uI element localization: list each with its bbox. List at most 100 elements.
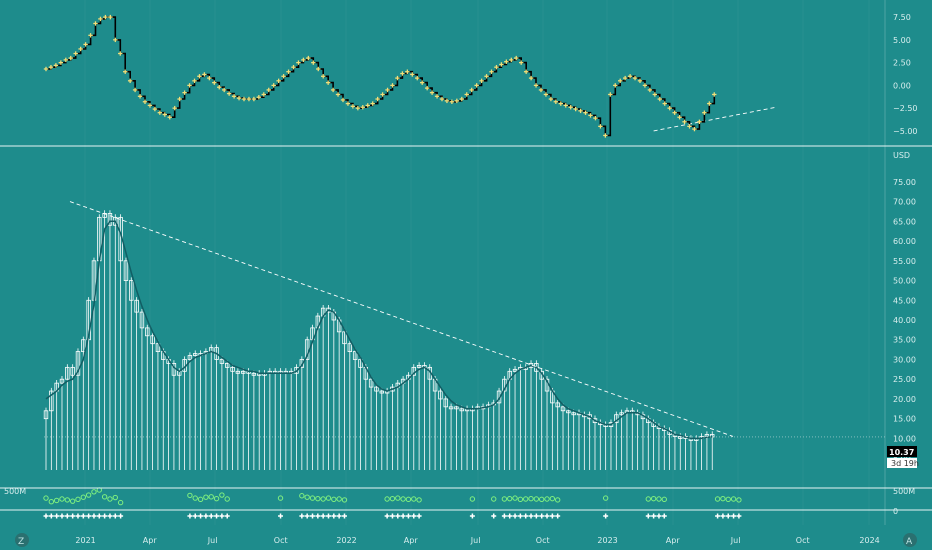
volume-circle (53, 497, 60, 504)
volume-cross (400, 513, 406, 519)
oscillator-marker (281, 74, 286, 79)
price-candle[interactable] (70, 364, 75, 470)
price-candle[interactable] (225, 360, 230, 470)
oscillator-marker (707, 101, 712, 106)
price-candle[interactable] (134, 297, 139, 470)
price-candle[interactable] (454, 403, 459, 470)
price-candle[interactable] (448, 403, 454, 470)
volume-circle (645, 496, 651, 502)
price-candle[interactable] (155, 340, 161, 470)
price-pane[interactable] (43, 201, 885, 470)
oscillator-marker (246, 96, 252, 102)
volume-cross (299, 513, 305, 519)
volume-circle (656, 496, 662, 502)
oscillator-marker (672, 110, 677, 115)
volume-circle (538, 496, 545, 503)
price-candle[interactable] (438, 387, 443, 470)
volume-cross (533, 513, 539, 519)
price-axis-tick: 35.00 (893, 336, 916, 345)
oscillator-marker (93, 21, 98, 26)
candle-body (342, 331, 347, 345)
date-axis-tick: Apr (143, 536, 158, 545)
oscillator-marker (459, 96, 464, 102)
volume-pane[interactable] (43, 487, 742, 519)
price-candle[interactable] (187, 352, 193, 470)
price-candle[interactable] (368, 376, 374, 470)
volume-circle (523, 496, 529, 502)
volume-circle (720, 495, 726, 502)
price-candle[interactable] (619, 409, 624, 470)
price-candle[interactable] (43, 407, 49, 470)
price-candle[interactable] (443, 395, 448, 470)
price-candle[interactable] (193, 350, 198, 470)
price-candle[interactable] (86, 297, 91, 470)
candle-body (187, 355, 193, 360)
volume-cross (341, 513, 347, 519)
oscillator-marker (113, 37, 118, 43)
auto-scale-icon[interactable]: A (903, 533, 917, 547)
price-candle[interactable] (230, 364, 235, 470)
volume-circle (400, 496, 406, 502)
price-candle[interactable] (251, 370, 257, 470)
price-candle[interactable] (241, 368, 246, 470)
volume-cross (80, 513, 86, 519)
date-axis-tick: Oct (274, 536, 288, 545)
price-candle[interactable] (342, 328, 347, 470)
oscillator-marker (123, 69, 128, 74)
volume-cross (331, 513, 337, 519)
price-candle[interactable] (555, 399, 560, 470)
price-candle[interactable] (358, 356, 363, 470)
volume-cross (416, 513, 422, 519)
price-candle[interactable] (129, 277, 134, 470)
price-candle[interactable] (150, 332, 155, 470)
candle-body (438, 390, 443, 400)
volume-cross (731, 513, 737, 519)
price-candle[interactable] (235, 368, 241, 470)
volume-cross (603, 513, 609, 519)
volume-circle (416, 497, 422, 503)
oscillator-marker (231, 94, 237, 99)
price-candle[interactable] (75, 348, 81, 470)
volume-cross (219, 513, 225, 519)
price-candle[interactable] (219, 356, 225, 470)
oscillator-marker (127, 78, 133, 84)
price-candle[interactable] (512, 366, 518, 470)
oscillator-marker (692, 126, 697, 132)
price-candle[interactable] (123, 257, 129, 470)
price-candle[interactable] (678, 433, 683, 470)
price-candle[interactable] (347, 340, 353, 470)
oscillator-marker (48, 64, 54, 70)
price-candle[interactable] (566, 407, 571, 470)
volume-cross (651, 513, 657, 519)
oscillator-marker (588, 113, 593, 118)
oscillator-marker (266, 87, 271, 93)
volume-cross (278, 513, 284, 519)
countdown-badge: 3d 19h (887, 458, 919, 468)
tradingview-logo-icon[interactable]: Z (15, 533, 29, 547)
volume-circle (75, 496, 81, 503)
price-candle[interactable] (379, 387, 384, 470)
price-axis-tick: 70.00 (893, 198, 916, 207)
candle-body (43, 410, 49, 420)
price-candle[interactable] (416, 362, 422, 470)
price-candle[interactable] (145, 324, 150, 470)
oscillator-pane[interactable] (43, 14, 777, 138)
volume-circle (730, 496, 737, 502)
oscillator-axis-tick: −2.50 (893, 104, 918, 113)
volume-cross (523, 513, 529, 519)
price-candle[interactable] (49, 387, 54, 470)
oscillator-marker (251, 96, 257, 102)
price-candle[interactable] (571, 409, 576, 470)
oscillator-marker (568, 105, 573, 110)
candle-body (134, 299, 139, 313)
price-candle[interactable] (374, 383, 379, 470)
price-candle[interactable] (352, 348, 358, 470)
price-candle[interactable] (59, 376, 65, 470)
price-candle[interactable] (139, 308, 145, 470)
price-candle[interactable] (459, 405, 464, 470)
svg-text:A: A (906, 537, 913, 547)
volume-circle (341, 497, 348, 503)
price-candle[interactable] (107, 210, 113, 470)
volume-circle (80, 494, 87, 500)
